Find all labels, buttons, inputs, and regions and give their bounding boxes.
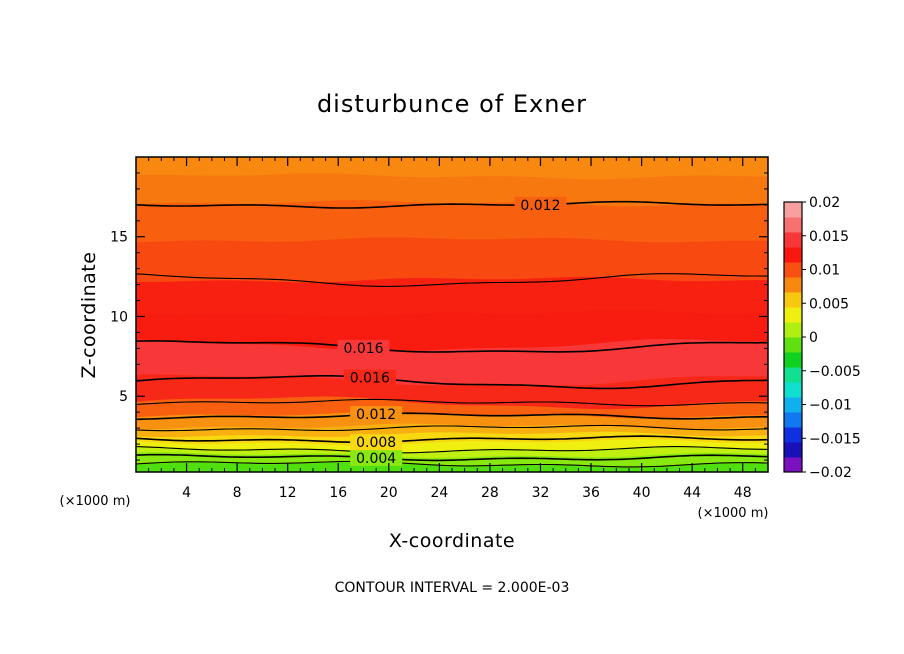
- contour-line: [135, 435, 769, 444]
- colorbar-swatch: [784, 382, 802, 398]
- contour-interval-note: CONTOUR INTERVAL = 2.000E-03: [335, 580, 570, 596]
- colorbar-swatch: [784, 322, 802, 338]
- contour-band: [136, 462, 768, 472]
- colorbar-tick-label: −0.005: [809, 364, 861, 380]
- x-unit-label-right: (×1000 m): [698, 506, 769, 521]
- contour-label: 0.012: [520, 198, 560, 214]
- y-tick-label: 15: [110, 230, 128, 246]
- x-tick-label: 48: [734, 485, 752, 501]
- contour-label-bg: [343, 369, 396, 386]
- contour-line: [135, 453, 769, 462]
- contour-line: [135, 424, 769, 432]
- x-tick-label: 12: [279, 485, 297, 501]
- contour-label: 0.016: [350, 371, 390, 387]
- x-tick-label: 24: [430, 485, 448, 501]
- colorbar-swatch: [784, 292, 802, 308]
- contour-label: 0.016: [343, 341, 383, 357]
- colorbar-tick-label: 0.01: [809, 263, 840, 279]
- x-tick-label: 8: [233, 485, 242, 501]
- contour-label-bg: [350, 434, 403, 451]
- y-tick-label: 10: [110, 309, 128, 325]
- colorbar-swatch: [784, 232, 802, 248]
- colorbar-swatch: [784, 442, 802, 458]
- colorbar-swatch: [784, 307, 802, 323]
- colorbar-tick-label: 0: [809, 330, 818, 346]
- contour-line: [135, 412, 768, 421]
- y-axis-title: Z-coordinate: [78, 252, 100, 379]
- colorbar-swatch: [784, 217, 802, 233]
- chart-title: disturbunce of Exner: [317, 90, 587, 118]
- colorbar-swatch: [784, 352, 802, 368]
- x-axis-ticks: 4 8 12 16 20 24 28 32 36 40 44 48: [148, 157, 756, 501]
- x-axis-title: X-coordinate: [389, 530, 515, 552]
- contour-line: [135, 375, 769, 390]
- contour-label: 0.004: [356, 451, 396, 467]
- contour-lines: [135, 200, 769, 468]
- colorbar-tick-label: 0.015: [809, 229, 849, 245]
- contour-line: [135, 340, 768, 353]
- contour-line: [135, 200, 769, 209]
- colorbar-tick-label: −0.01: [809, 398, 852, 414]
- filled-contour-bands: [136, 157, 768, 472]
- contour-line: [135, 446, 769, 454]
- colorbar-swatch: [784, 457, 802, 473]
- colorbar-tick-label: −0.015: [809, 431, 861, 447]
- x-tick-label: 40: [633, 485, 651, 501]
- contour-line: [135, 398, 769, 407]
- contour-label-bg: [337, 339, 390, 356]
- x-unit-label-left: (×1000 m): [60, 494, 131, 509]
- contour-label-bg: [350, 406, 403, 423]
- colorbar-tick-label: −0.02: [809, 465, 852, 481]
- contour-line: [135, 273, 768, 287]
- colorbar-swatch: [784, 247, 802, 263]
- colorbar-swatch: [784, 337, 802, 353]
- x-tick-label: 28: [481, 485, 499, 501]
- contour-label-bg: [350, 449, 403, 466]
- colorbar-tick-label: 0.02: [809, 195, 840, 211]
- x-tick-label: 20: [380, 485, 398, 501]
- x-tick-label: 16: [329, 485, 347, 501]
- colorbar-swatch: [784, 412, 802, 428]
- contour-label-bg: [514, 196, 567, 213]
- contour-line: [135, 460, 769, 468]
- colorbar-swatch: [784, 367, 802, 383]
- colorbar-swatch: [784, 277, 802, 293]
- colorbar-tick-label: 0.005: [809, 296, 849, 312]
- x-tick-label: 36: [582, 485, 600, 501]
- colorbar: 0.02 0.015 0.01 0.005 0 −0.005 −0.01 −0.015 −0.0…: [783, 195, 861, 481]
- colorbar-swatch: [784, 262, 802, 278]
- contour-label: 0.012: [356, 407, 396, 423]
- colorbar-swatch: [784, 202, 802, 218]
- y-tick-label: 5: [119, 389, 128, 405]
- colorbar-swatch: [784, 427, 802, 443]
- y-axis-ticks: 5 10 15: [110, 172, 768, 461]
- colorbar-swatch: [784, 397, 802, 413]
- x-tick-label: 32: [532, 485, 550, 501]
- x-tick-label: 4: [182, 485, 191, 501]
- x-tick-label: 44: [683, 485, 701, 501]
- contour-label: 0.008: [356, 435, 396, 451]
